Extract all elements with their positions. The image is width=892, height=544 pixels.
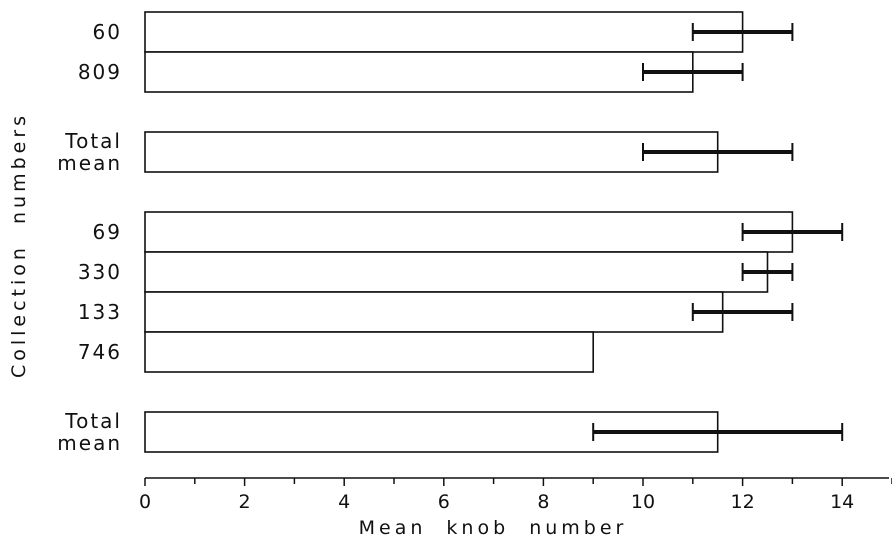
- x-tick-label: 2: [239, 491, 251, 513]
- bar: [144, 131, 719, 173]
- error-bar: [592, 423, 844, 441]
- error-bars-layer: [592, 23, 844, 441]
- error-bar: [691, 23, 794, 41]
- error-bar: [642, 63, 744, 81]
- category-label: 809: [78, 60, 122, 84]
- y-axis-title: Collection numbers: [8, 112, 30, 378]
- x-tick-label: 6: [438, 491, 450, 513]
- category-label: 69: [93, 220, 122, 244]
- bar: [144, 291, 724, 333]
- category-label: 133: [78, 300, 122, 324]
- category-label: mean: [57, 431, 122, 455]
- bar: [144, 331, 595, 373]
- category-label: Total: [64, 409, 122, 433]
- x-axis: 0 2 4 6 8 10 12 14: [139, 477, 892, 513]
- error-bar: [642, 143, 794, 161]
- x-tick-label: 12: [731, 491, 755, 513]
- bar: [144, 11, 744, 53]
- bars-layer: [144, 11, 794, 453]
- x-tick-label: 4: [338, 491, 350, 513]
- x-tick-label: 0: [139, 491, 151, 513]
- category-label: 330: [78, 260, 122, 284]
- bar: [144, 251, 769, 293]
- category-label: 60: [93, 20, 122, 44]
- category-label: mean: [57, 151, 122, 175]
- category-label: 746: [78, 340, 122, 364]
- x-tick-label: 10: [631, 491, 655, 513]
- bar: [144, 51, 694, 93]
- x-axis-title: Mean knob number: [359, 517, 628, 539]
- error-bar: [691, 303, 794, 321]
- x-tick-label: 14: [830, 491, 854, 513]
- x-tick-label: 8: [537, 491, 549, 513]
- bar: [144, 211, 794, 253]
- error-bar: [741, 223, 844, 241]
- error-bar: [741, 263, 794, 281]
- category-label: Total: [64, 129, 122, 153]
